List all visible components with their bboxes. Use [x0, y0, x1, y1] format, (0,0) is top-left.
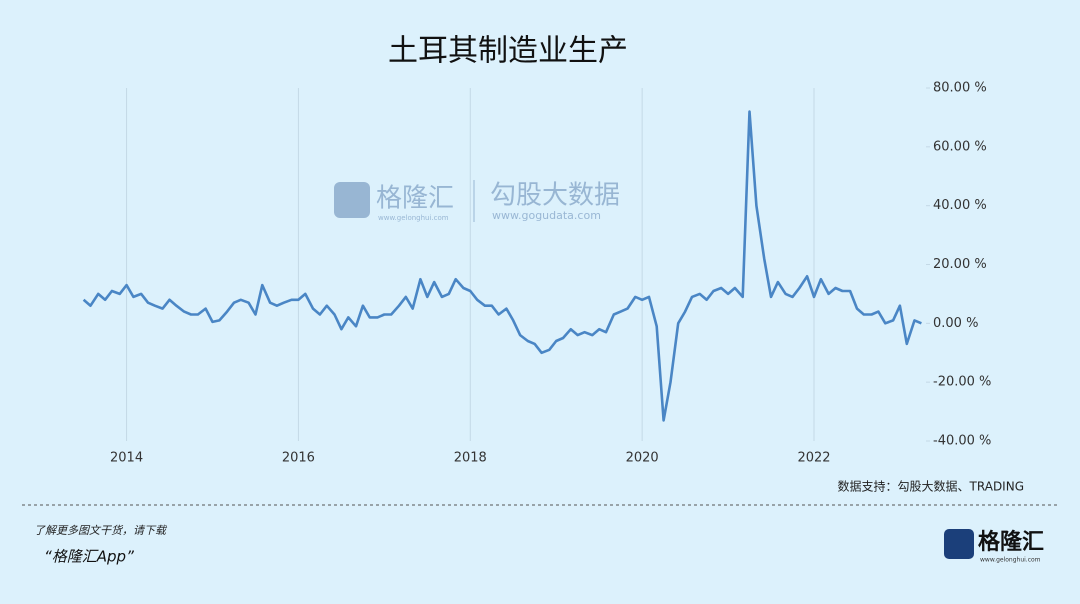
x-tick-label: 2020 — [626, 451, 659, 466]
source: 数据支持：勾股大数据、TRADING — [838, 479, 1024, 494]
chart-title: 土耳其制造业生产 — [388, 34, 628, 69]
x-tick-label: 2014 — [110, 451, 143, 466]
footer-text: 了解更多图文干货，请下载 — [34, 524, 168, 537]
watermark-data-brand: 勾股大数据 — [490, 181, 620, 211]
y-tick-label: -20.00 % — [933, 375, 991, 390]
y-tick-label: -40.00 % — [933, 434, 991, 449]
y-tick-label: 80.00 % — [933, 81, 987, 96]
y-tick-label: 60.00 % — [933, 139, 987, 154]
x-tick-label: 2016 — [282, 451, 315, 466]
y-tick-label: 40.00 % — [933, 198, 987, 213]
y-tick-label: 0.00 % — [933, 316, 978, 331]
watermark: 格隆汇 www.gelonghui.com 勾股大数据 www.gogudata… — [334, 180, 620, 222]
y-tick-label: 20.00 % — [933, 257, 987, 272]
logo-url: www.gelonghui.com — [980, 557, 1041, 564]
x-tick-label: 2018 — [454, 451, 487, 466]
watermark-icon — [334, 182, 370, 218]
data-line — [82, 110, 922, 422]
logo-icon — [944, 529, 974, 559]
watermark-brand: 格隆汇 — [376, 184, 454, 214]
x-tick-label: 2022 — [797, 451, 830, 466]
logo-text: 格隆汇 — [978, 529, 1044, 555]
watermark-data-url: www.gogudata.com — [492, 209, 601, 222]
watermark-url: www.gelonghui.com — [378, 214, 449, 222]
footer-app: “格隆汇App” — [44, 548, 134, 566]
